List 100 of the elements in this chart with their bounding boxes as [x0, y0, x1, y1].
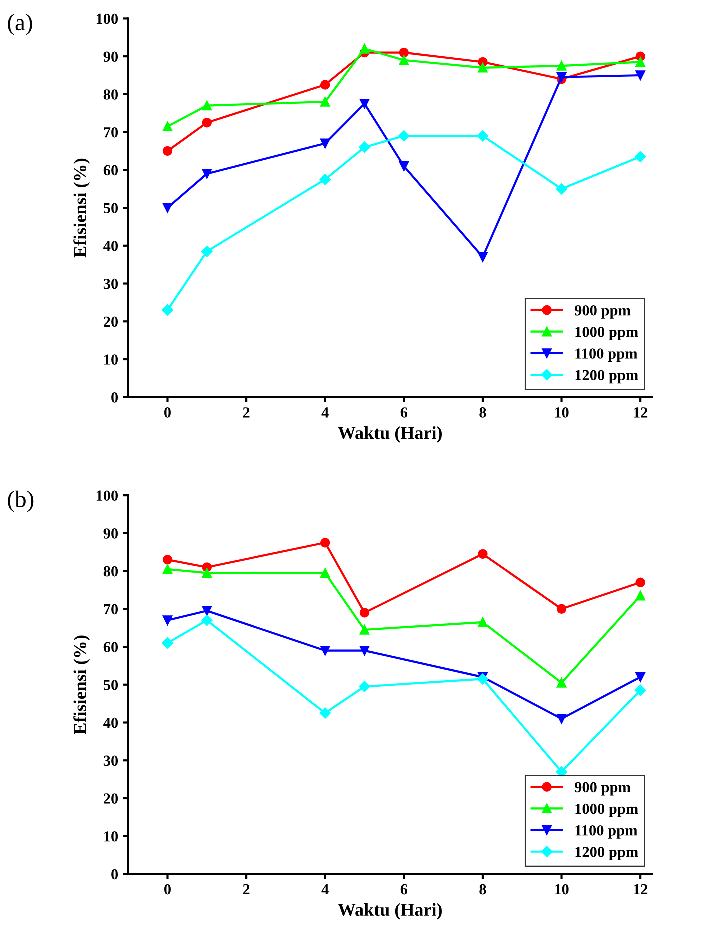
y-tick-label: 50	[104, 203, 118, 214]
y-tick-label: 20	[104, 316, 118, 328]
x-axis-title: Waktu (Hari)	[338, 903, 442, 920]
x-tick-label: 10	[555, 884, 569, 895]
y-axis-title: Efisiensi (%)	[74, 158, 90, 258]
point	[478, 63, 488, 73]
x-tick-label: 4	[322, 884, 329, 895]
point	[162, 122, 173, 132]
point	[320, 646, 330, 656]
point	[556, 714, 567, 724]
y-tick-label: 100	[96, 14, 118, 24]
x-tick-label: 6	[400, 884, 408, 895]
point	[162, 564, 173, 574]
point	[360, 99, 370, 109]
y-tick-label: 40	[104, 241, 118, 252]
x-tick-label: 12	[634, 408, 648, 418]
legend-label: 1000 ppm	[576, 327, 638, 340]
point	[399, 162, 410, 172]
legend-label: 900 ppm	[574, 782, 631, 796]
y-tick-label: 70	[104, 127, 118, 138]
legend-label: 1100 ppm	[576, 825, 638, 839]
legend-label: 1100 ppm	[576, 348, 638, 362]
y-tick-label: 0	[112, 869, 118, 880]
point	[202, 614, 213, 626]
y-tick-label: 30	[104, 756, 118, 766]
point	[202, 246, 213, 258]
x-tick-label: 8	[480, 408, 486, 418]
point	[556, 766, 568, 778]
y-tick-label: 80	[104, 566, 118, 577]
point	[320, 568, 330, 578]
y-tick-label: 90	[104, 52, 118, 62]
y-tick-label: 70	[104, 604, 118, 615]
point	[162, 146, 173, 156]
legend-label: 1200 ppm	[576, 847, 638, 860]
point	[162, 304, 174, 316]
point	[359, 681, 370, 692]
point	[359, 142, 370, 154]
point	[556, 61, 567, 71]
point	[162, 555, 173, 565]
point	[636, 57, 646, 68]
point	[478, 618, 488, 628]
x-axis-title: Waktu (Hari)	[338, 426, 442, 443]
y-tick-label: 100	[96, 490, 118, 501]
point	[636, 591, 646, 601]
point	[398, 130, 410, 142]
point	[636, 672, 646, 682]
point	[477, 130, 489, 142]
point	[556, 604, 567, 614]
legend-label: 1000 ppm	[576, 804, 638, 818]
point	[360, 646, 370, 656]
point	[320, 174, 331, 186]
point	[556, 184, 568, 195]
legend-label: 1200 ppm	[576, 370, 638, 384]
point	[202, 568, 212, 578]
y-tick-label: 80	[104, 90, 118, 100]
point	[636, 578, 646, 588]
point	[634, 684, 646, 696]
point	[634, 151, 646, 163]
point	[202, 169, 212, 179]
x-tick-label: 6	[400, 408, 408, 418]
point	[202, 118, 212, 128]
y-tick-label: 90	[104, 528, 118, 539]
y-tick-label: 10	[104, 354, 118, 365]
y-tick-label: 50	[104, 680, 118, 690]
point	[320, 708, 331, 719]
chart-title: (a)	[8, 14, 32, 36]
y-tick-label: 60	[104, 165, 118, 176]
y-axis-title: Efisiensi (%)	[74, 636, 90, 734]
point	[636, 70, 646, 80]
y-tick-label: 10	[104, 832, 118, 842]
y-tick-label: 20	[104, 794, 118, 804]
point	[478, 549, 488, 560]
point	[162, 638, 174, 649]
point	[556, 678, 567, 688]
point	[320, 80, 330, 90]
chart-title: (b)	[8, 490, 34, 512]
point	[162, 203, 173, 213]
point	[320, 97, 330, 107]
point	[320, 538, 330, 548]
x-tick-label: 12	[634, 884, 648, 895]
point	[360, 625, 370, 635]
y-tick-label: 0	[112, 392, 118, 403]
point	[360, 44, 370, 54]
point	[399, 55, 410, 66]
point	[202, 100, 212, 111]
point	[360, 608, 370, 618]
point	[399, 48, 410, 58]
y-tick-label: 40	[104, 718, 118, 728]
x-tick-label: 2	[243, 884, 250, 895]
x-tick-label: 8	[480, 884, 486, 895]
point	[320, 138, 330, 149]
y-tick-label: 60	[104, 642, 118, 652]
x-tick-label: 4	[322, 408, 329, 418]
x-tick-label: 0	[164, 884, 171, 895]
y-tick-label: 30	[104, 278, 118, 290]
point	[202, 606, 212, 616]
point	[162, 616, 173, 626]
legend-label: 900 ppm	[574, 305, 631, 319]
x-tick-label: 10	[555, 408, 569, 418]
point	[478, 252, 488, 262]
